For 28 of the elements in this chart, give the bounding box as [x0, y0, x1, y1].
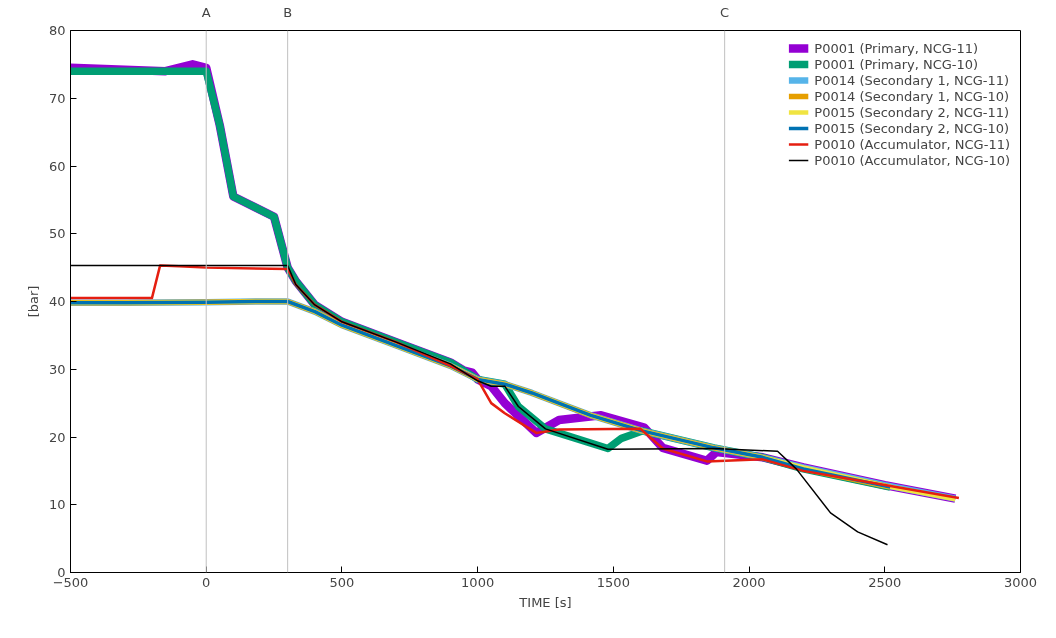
- legend-label: P0014 (Secondary 1, NCG-10): [814, 88, 1010, 104]
- legend-label: P0015 (Secondary 2, NCG-11): [814, 104, 1010, 120]
- legend-label: P0010 (Accumulator, NCG-10): [814, 152, 1010, 168]
- x-tick-label: 1500: [596, 574, 630, 590]
- y-tick-label: 30: [48, 361, 66, 377]
- ref-line-label: A: [201, 4, 211, 20]
- x-tick-label: 3000: [1003, 574, 1038, 590]
- y-axis-title: [bar]: [25, 285, 41, 318]
- legend-label: P0010 (Accumulator, NCG-11): [814, 136, 1010, 152]
- x-tick-label: 0: [202, 574, 211, 590]
- y-tick-label: 10: [48, 497, 66, 513]
- legend-label: P0001 (Primary, NCG-10): [814, 56, 979, 72]
- x-axis-title: TIME [s]: [518, 594, 572, 610]
- y-tick-label: 80: [48, 23, 66, 38]
- legend-label: P0014 (Secondary 1, NCG-11): [814, 72, 1010, 88]
- y-tick-label: 40: [48, 294, 66, 309]
- ref-line-label: B: [283, 4, 293, 20]
- x-tick-label: 1000: [461, 574, 495, 590]
- x-tick-label: 2000: [732, 574, 766, 590]
- legend-label: P0001 (Primary, NCG-11): [814, 40, 979, 56]
- legend-label: P0015 (Secondary 2, NCG-10): [814, 120, 1010, 136]
- ref-line-label: C: [720, 4, 730, 20]
- y-tick-label: 50: [48, 226, 66, 242]
- y-tick-label: 70: [48, 90, 66, 106]
- y-tick-label: 60: [48, 158, 66, 174]
- x-tick-label: 2500: [868, 574, 902, 590]
- y-tick-label: 20: [48, 429, 66, 445]
- x-tick-label: 500: [329, 574, 355, 590]
